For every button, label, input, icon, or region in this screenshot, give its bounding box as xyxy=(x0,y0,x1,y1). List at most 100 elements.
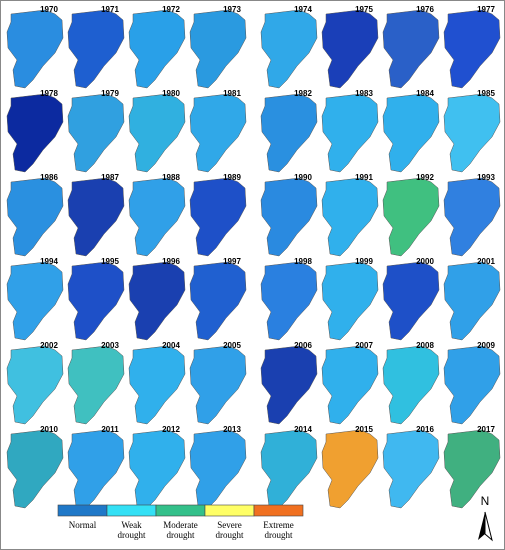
year-label: 2016 xyxy=(416,425,434,434)
region-map xyxy=(189,177,247,257)
year-label: 1994 xyxy=(40,257,58,266)
region-map xyxy=(189,261,247,341)
region-map xyxy=(321,429,379,509)
region-map xyxy=(443,9,501,89)
region-map xyxy=(128,261,186,341)
year-label: 1975 xyxy=(355,5,373,14)
region-map xyxy=(6,177,64,257)
year-label: 1989 xyxy=(223,173,241,182)
region-map xyxy=(128,9,186,89)
region-map xyxy=(6,345,64,425)
year-label: 2000 xyxy=(416,257,434,266)
north-arrow xyxy=(478,511,493,542)
region-map xyxy=(443,429,501,509)
year-label: 1972 xyxy=(162,5,180,14)
year-label: 1983 xyxy=(355,89,373,98)
year-label: 2004 xyxy=(162,341,180,350)
legend-swatch xyxy=(253,504,304,517)
legend-label: Severe drought xyxy=(215,520,244,540)
legend-swatch xyxy=(204,504,255,517)
year-label: 1995 xyxy=(101,257,119,266)
region-map xyxy=(67,9,125,89)
year-label: 2009 xyxy=(477,341,495,350)
region-map xyxy=(6,429,64,509)
year-label: 1996 xyxy=(162,257,180,266)
region-map xyxy=(260,429,318,509)
year-label: 1992 xyxy=(416,173,434,182)
year-label: 1987 xyxy=(101,173,119,182)
year-label: 1973 xyxy=(223,5,241,14)
legend-label: Moderate drought xyxy=(163,520,198,540)
year-label: 2013 xyxy=(223,425,241,434)
region-map xyxy=(321,261,379,341)
year-label: 1978 xyxy=(40,89,58,98)
region-map xyxy=(260,93,318,173)
year-label: 1991 xyxy=(355,173,373,182)
legend-swatch xyxy=(106,504,157,517)
region-map xyxy=(321,177,379,257)
region-map xyxy=(382,93,440,173)
year-label: 1993 xyxy=(477,173,495,182)
year-label: 2003 xyxy=(101,341,119,350)
year-label: 1971 xyxy=(101,5,119,14)
year-label: 2002 xyxy=(40,341,58,350)
region-map xyxy=(260,177,318,257)
year-label: 2010 xyxy=(40,425,58,434)
year-label: 2005 xyxy=(223,341,241,350)
year-label: 2015 xyxy=(355,425,373,434)
region-map xyxy=(6,9,64,89)
region-map xyxy=(67,177,125,257)
legend-label: Normal xyxy=(68,520,97,530)
year-label: 1986 xyxy=(40,173,58,182)
region-map xyxy=(443,345,501,425)
north-label: N xyxy=(481,494,490,508)
region-map xyxy=(189,429,247,509)
region-map xyxy=(382,429,440,509)
year-label: 2014 xyxy=(294,425,312,434)
region-map xyxy=(382,177,440,257)
region-map xyxy=(321,93,379,173)
region-map xyxy=(6,261,64,341)
region-map xyxy=(67,429,125,509)
region-map xyxy=(128,345,186,425)
region-map xyxy=(382,261,440,341)
year-label: 1977 xyxy=(477,5,495,14)
year-label: 2017 xyxy=(477,425,495,434)
year-label: 2006 xyxy=(294,341,312,350)
year-label: 2007 xyxy=(355,341,373,350)
region-map xyxy=(443,177,501,257)
region-map xyxy=(67,345,125,425)
year-label: 1990 xyxy=(294,173,312,182)
region-map xyxy=(443,261,501,341)
region-map xyxy=(382,345,440,425)
year-label: 1999 xyxy=(355,257,373,266)
region-map xyxy=(321,9,379,89)
region-map xyxy=(382,9,440,89)
region-map xyxy=(128,429,186,509)
year-label: 2011 xyxy=(101,425,119,434)
year-label: 1982 xyxy=(294,89,312,98)
legend-swatch xyxy=(57,504,108,517)
year-label: 1985 xyxy=(477,89,495,98)
year-label: 2012 xyxy=(162,425,180,434)
year-label: 1997 xyxy=(223,257,241,266)
year-label: 1979 xyxy=(101,89,119,98)
region-map xyxy=(67,93,125,173)
region-map xyxy=(260,9,318,89)
region-map xyxy=(260,261,318,341)
year-label: 1974 xyxy=(294,5,312,14)
region-map xyxy=(128,93,186,173)
year-label: 1976 xyxy=(416,5,434,14)
region-map xyxy=(189,93,247,173)
legend-label: Extreme drought xyxy=(263,520,294,540)
region-map xyxy=(321,345,379,425)
region-map xyxy=(443,93,501,173)
region-map xyxy=(67,261,125,341)
year-label: 2001 xyxy=(477,257,495,266)
region-map xyxy=(189,345,247,425)
year-label: 1998 xyxy=(294,257,312,266)
legend-swatch xyxy=(155,504,206,517)
year-label: 1981 xyxy=(223,89,241,98)
